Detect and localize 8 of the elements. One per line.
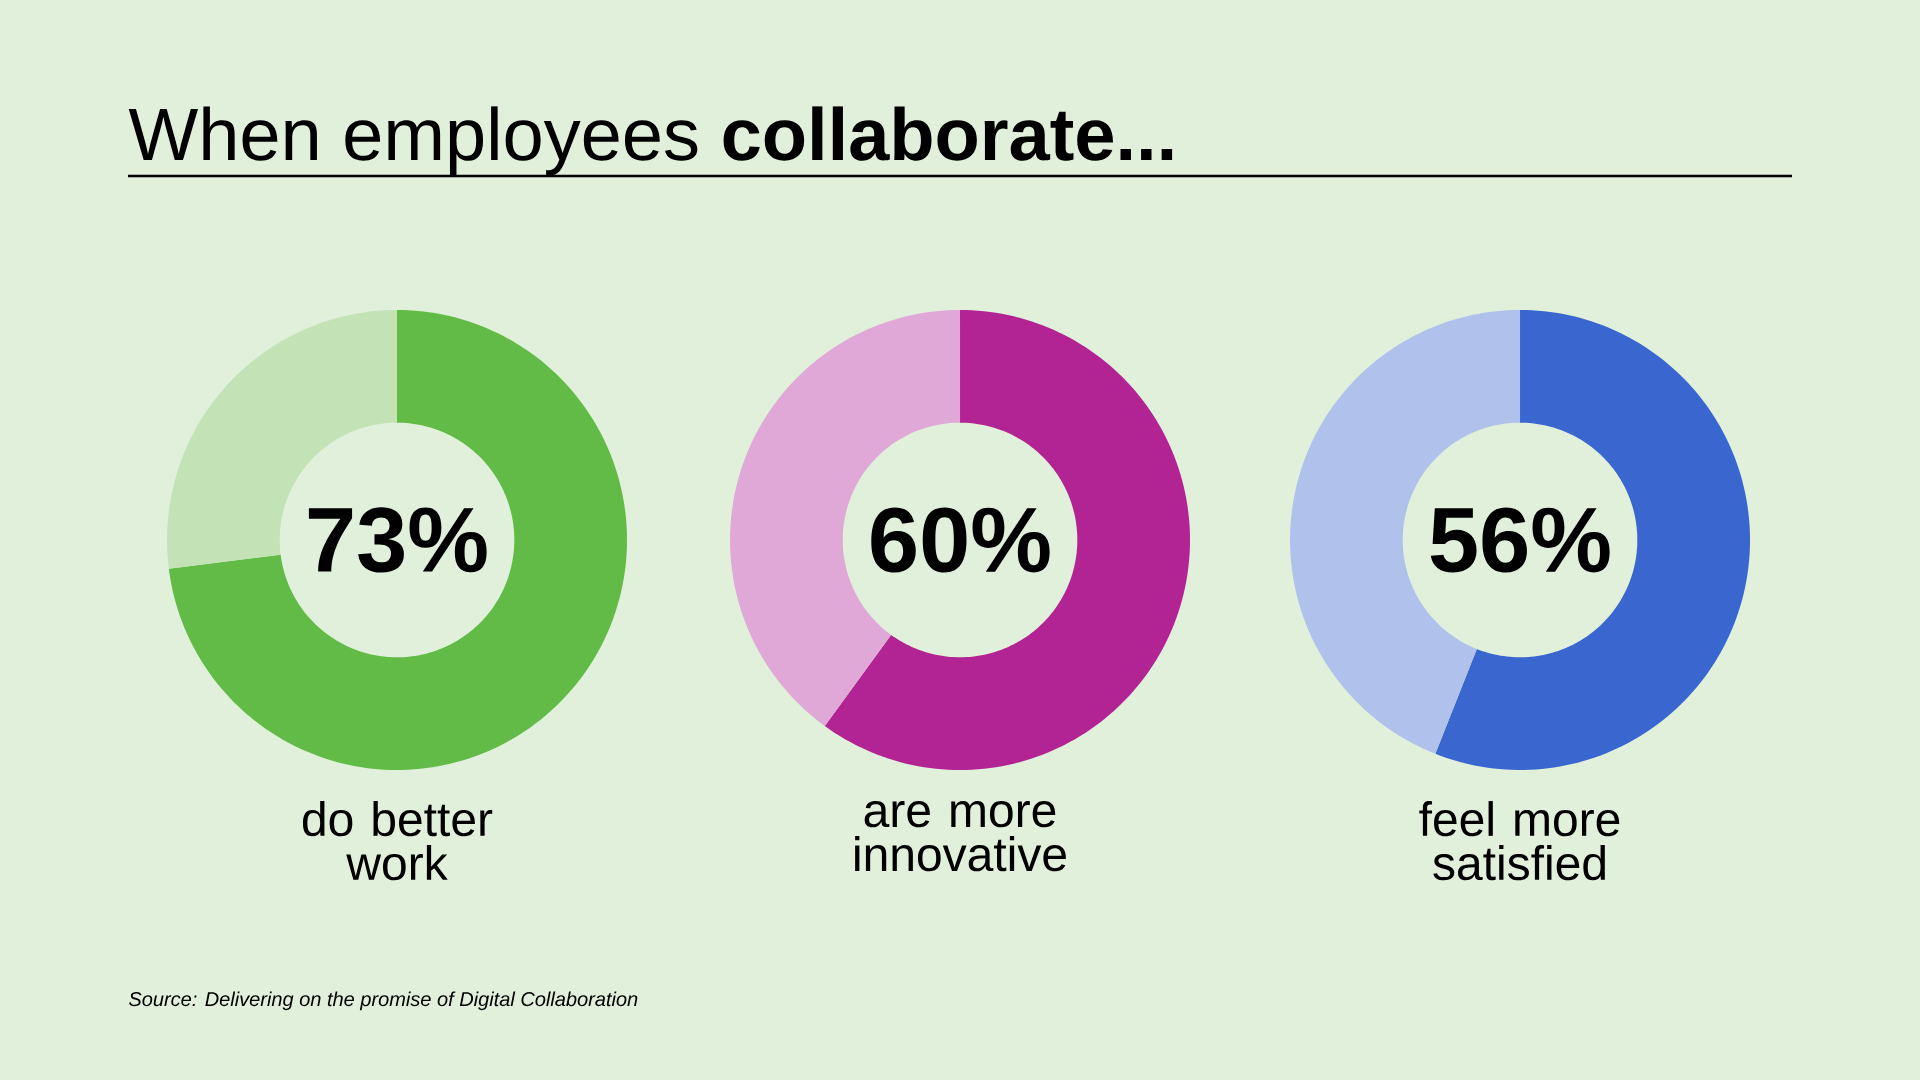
chart-title: When employees collaborate...: [128, 106, 1173, 176]
data-label: 56%: [1430, 507, 1610, 573]
data-label: 60%: [871, 507, 1050, 573]
data-label: 73%: [308, 507, 487, 573]
source-note: Source: Delivering on the promise of Digital Collaboration: [128, 991, 638, 1011]
slice-label: feel more satisfied: [1419, 801, 1620, 881]
slice-label: are more innovative: [855, 801, 1066, 872]
slice-label: do better work: [302, 801, 493, 881]
